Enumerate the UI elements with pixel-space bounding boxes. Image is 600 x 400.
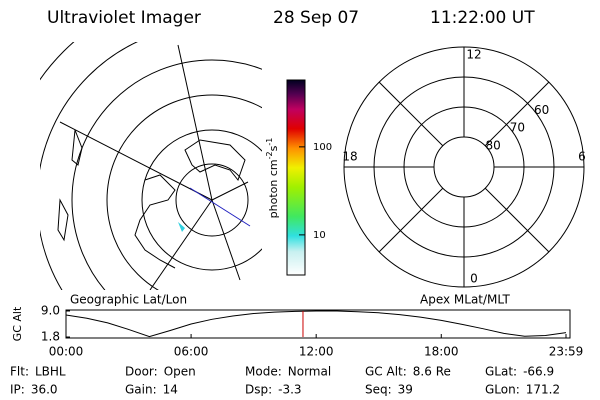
ring-label: 60 — [534, 103, 549, 117]
ring-label: 70 — [510, 121, 525, 135]
info-value: -3.3 — [278, 383, 301, 397]
polar-label: Apex MLat/MLT — [420, 293, 510, 307]
polar-ring — [343, 46, 585, 288]
mlt-label: 6 — [578, 150, 586, 164]
polar-spoke — [484, 81, 550, 147]
info-value: Open — [164, 365, 196, 379]
x-tick-label: 00:00 — [49, 345, 84, 359]
x-tick-label: 18:00 — [424, 345, 459, 359]
polar-spoke — [378, 187, 444, 253]
info-value: 8.6 Re — [413, 365, 451, 379]
info-key: Dsp: — [245, 383, 272, 397]
y-axis-label: GC Alt — [11, 306, 24, 341]
instrument: Ultraviolet Imager — [47, 8, 201, 28]
y-tick-label: 9.0 — [41, 304, 60, 318]
x-tick-label: 23:59 — [549, 345, 584, 359]
polar-spoke — [378, 81, 444, 147]
info-value: 39 — [398, 383, 413, 397]
geo-map — [40, 42, 262, 290]
info-key: Seq: — [365, 383, 392, 397]
info-value: Normal — [288, 365, 331, 379]
info-value: 171.2 — [526, 383, 560, 397]
colorbar-tick-label: 10 — [313, 230, 326, 241]
info-key: Door: — [125, 365, 158, 379]
mlt-label: 12 — [466, 48, 481, 62]
mlt-label: 0 — [470, 272, 478, 286]
polar-ring — [373, 76, 555, 258]
info-value: 14 — [163, 383, 178, 397]
info-key: IP: — [10, 383, 25, 397]
info-key: GLat: — [485, 365, 517, 379]
info-key: GLon: — [485, 383, 520, 397]
info-key: Mode: — [245, 365, 282, 379]
polar-spoke — [484, 187, 550, 253]
info-key: Flt: — [10, 365, 29, 379]
polar-ring — [433, 136, 495, 198]
colorbar-label: photon cm-2s-1 — [265, 138, 281, 219]
ring-label: 80 — [485, 138, 500, 152]
colorbar — [286, 79, 306, 276]
info-value: 36.0 — [31, 383, 58, 397]
polar-ring — [403, 106, 525, 228]
colorbar-tick-label: 100 — [313, 142, 332, 153]
info-key: Gain: — [125, 383, 157, 397]
x-tick-label: 06:00 — [174, 345, 209, 359]
y-tick-label: 1.8 — [41, 330, 60, 344]
date: 28 Sep 07 — [273, 8, 359, 28]
plot-frame — [65, 309, 571, 339]
info-key: GC Alt: — [365, 365, 407, 379]
altitude-line — [65, 310, 567, 338]
info-value: -66.9 — [523, 365, 554, 379]
info-value: LBHL — [35, 365, 66, 379]
x-tick-label: 12:00 — [299, 345, 334, 359]
mlt-label: 18 — [342, 150, 357, 164]
time: 11:22:00 UT — [430, 8, 535, 28]
geo-label: Geographic Lat/Lon — [70, 293, 187, 307]
